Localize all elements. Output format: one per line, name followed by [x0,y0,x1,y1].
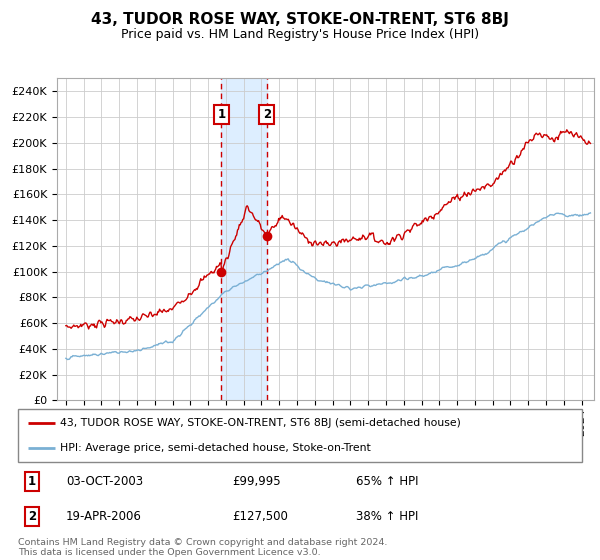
Bar [221,78,267,400]
Text: Price paid vs. HM Land Registry's House Price Index (HPI): Price paid vs. HM Land Registry's House … [121,28,479,41]
Text: 1: 1 [28,475,36,488]
Text: Contains HM Land Registry data © Crown copyright and database right 2024.
This d: Contains HM Land Registry data © Crown c… [18,538,388,557]
Text: £99,995: £99,995 [232,475,281,488]
Text: HPI: Average price, semi-detached house, Stoke-on-Trent: HPI: Average price, semi-detached house,… [60,442,371,452]
Text: 43, TUDOR ROSE WAY, STOKE-ON-TRENT, ST6 8BJ: 43, TUDOR ROSE WAY, STOKE-ON-TRENT, ST6 … [91,12,509,27]
Text: 38% ↑ HPI: 38% ↑ HPI [356,510,419,523]
Text: 19-APR-2006: 19-APR-2006 [66,510,142,523]
Text: £127,500: £127,500 [232,510,288,523]
Text: 03-OCT-2003: 03-OCT-2003 [66,475,143,488]
Text: 2: 2 [263,108,271,121]
Text: 43, TUDOR ROSE WAY, STOKE-ON-TRENT, ST6 8BJ (semi-detached house): 43, TUDOR ROSE WAY, STOKE-ON-TRENT, ST6 … [60,418,461,428]
Text: 65% ↑ HPI: 65% ↑ HPI [356,475,419,488]
Text: 1: 1 [217,108,226,121]
Text: 2: 2 [28,510,36,523]
